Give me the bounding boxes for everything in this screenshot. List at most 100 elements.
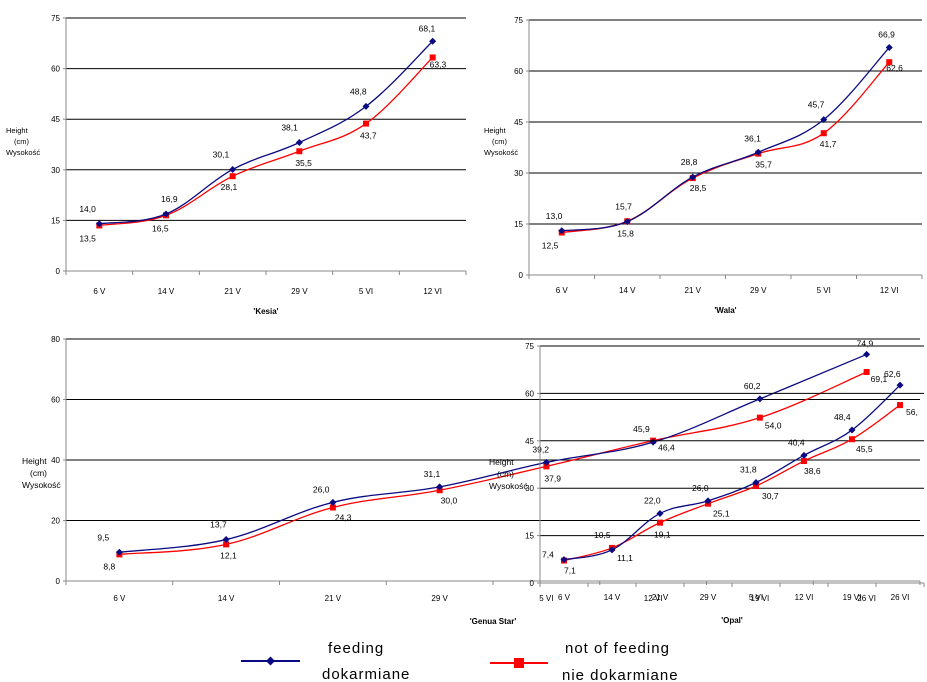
data-label-feeding: 7,4 xyxy=(542,550,554,560)
point-not-feeding xyxy=(296,148,303,155)
data-label-not-feeding: 37,9 xyxy=(544,473,561,483)
data-label-feeding: 31,8 xyxy=(740,465,757,475)
data-label-not-feeding: 41,7 xyxy=(820,139,837,149)
data-label-feeding: 14,0 xyxy=(79,204,96,214)
y-axis-label: Wysokość xyxy=(22,480,61,490)
data-label-feeding: 9,5 xyxy=(97,532,109,542)
y-axis-label: Wysokość xyxy=(489,481,528,491)
data-label-feeding: 36,1 xyxy=(744,133,761,143)
x-tick-label: 5 VI xyxy=(539,594,553,603)
data-label-not-feeding: 15,8 xyxy=(617,228,634,238)
y-tick-label: 0 xyxy=(519,271,524,280)
point-feeding xyxy=(623,218,631,226)
chart-title: 'Genua Star' xyxy=(470,617,517,626)
data-label-feeding: 66,9 xyxy=(878,30,895,40)
data-label-feeding: 48,4 xyxy=(834,412,851,422)
y-tick-label: 45 xyxy=(51,115,60,124)
chart-title: 'Opal' xyxy=(721,616,743,625)
y-axis-label: Height xyxy=(22,456,47,466)
point-not-feeding xyxy=(363,120,369,127)
x-tick-label: 29 V xyxy=(750,286,767,295)
y-axis-label: (cm) xyxy=(497,469,514,479)
point-feeding xyxy=(436,483,444,491)
point-feeding xyxy=(800,451,808,459)
x-tick-label: 21 V xyxy=(685,286,702,295)
x-tick-label: 26 VI xyxy=(891,593,910,602)
series-line-not-feeding xyxy=(99,57,434,227)
y-tick-label: 80 xyxy=(51,335,60,344)
data-label-not-feeding: 28,5 xyxy=(690,183,707,193)
data-label-not-feeding: 54,0 xyxy=(765,421,782,431)
point-not-feeding xyxy=(849,436,855,443)
data-label-not-feeding: 8,8 xyxy=(103,561,115,571)
data-label-not-feeding: 30,7 xyxy=(762,491,779,501)
point-feeding xyxy=(656,509,664,517)
point-feeding xyxy=(885,44,893,52)
data-label-feeding: 45,7 xyxy=(808,100,825,110)
y-tick-label: 40 xyxy=(51,456,60,465)
data-label-not-feeding: 7,1 xyxy=(564,566,576,576)
x-tick-label: 6 V xyxy=(113,594,126,603)
y-axis-label: Height xyxy=(484,126,507,135)
point-feeding xyxy=(542,458,550,466)
y-axis-label: (cm) xyxy=(492,137,507,146)
x-tick-label: 12 VI xyxy=(795,593,814,602)
data-label-not-feeding: 25,1 xyxy=(713,509,730,519)
point-feeding xyxy=(295,138,303,146)
point-feeding xyxy=(329,498,337,506)
point-not-feeding xyxy=(657,519,663,526)
charts-container: 0 15 30 45 60 75 6 V 14 V 21 V 29 V 5 VI 12 VI 'Kesi… xyxy=(6,14,925,626)
x-tick-label: 12 VI xyxy=(644,594,663,603)
data-label-not-feeding: 69,1 xyxy=(871,374,888,384)
x-tick-label: 21 V xyxy=(652,593,669,602)
y-tick-label: 15 xyxy=(525,532,534,541)
point-feeding xyxy=(848,426,856,434)
data-label-not-feeding: 38,6 xyxy=(804,466,821,476)
series-line-not-feeding xyxy=(561,61,890,234)
data-label-feeding: 26,0 xyxy=(313,484,330,494)
y-tick-label: 60 xyxy=(514,67,523,76)
series-line-feeding xyxy=(99,40,434,225)
data-label-feeding: 28,8 xyxy=(681,157,698,167)
y-tick-label: 60 xyxy=(51,65,60,74)
point-feeding xyxy=(162,210,170,218)
data-label-feeding: 68,1 xyxy=(419,23,436,33)
data-label-not-feeding: 46,4 xyxy=(658,443,675,453)
y-tick-label: 75 xyxy=(51,14,60,23)
point-feeding xyxy=(752,479,760,487)
data-label-feeding: 13,7 xyxy=(210,520,227,530)
series-line-feeding xyxy=(119,353,867,553)
point-feeding xyxy=(689,173,697,181)
data-label-feeding: 13,0 xyxy=(546,211,563,221)
point-not-feeding xyxy=(543,463,550,470)
x-tick-label: 6 V xyxy=(556,286,569,295)
point-not-feeding xyxy=(756,414,763,421)
chart-0: 0 15 30 45 60 75 6 V 14 V 21 V 29 V 5 VI 12 VI 'Kesi… xyxy=(6,14,467,316)
y-tick-label: 15 xyxy=(51,216,60,225)
x-tick-label: 6 V xyxy=(558,593,571,602)
legend-label-not-feeding-pl: nie dokarmiane xyxy=(562,667,679,682)
point-feeding xyxy=(863,350,871,358)
y-tick-label: 45 xyxy=(514,118,523,127)
y-tick-label: 0 xyxy=(530,579,535,588)
y-axis-label: Height xyxy=(6,126,29,135)
x-tick-label: 12 VI xyxy=(423,287,442,296)
x-tick-label: 5 VI xyxy=(749,593,763,602)
legend-label-feeding: feeding xyxy=(328,640,384,657)
legend-label-feeding-pl: dokarmiane xyxy=(322,666,410,682)
y-axis-label: Wysokość xyxy=(6,148,40,157)
series-line-not-feeding xyxy=(563,404,901,562)
data-label-not-feeding: 45,5 xyxy=(856,444,873,454)
data-label-not-feeding: 56, xyxy=(906,407,918,417)
data-label-feeding: 30,1 xyxy=(213,149,230,159)
x-tick-label: 5 VI xyxy=(359,287,373,296)
y-axis-label: (cm) xyxy=(14,137,29,146)
y-tick-label: 75 xyxy=(514,16,523,25)
chart-3: 0 15 30 45 60 75 6 V 14 V 21 V 29 V 5 VI 12 VI 19 VI… xyxy=(489,342,925,625)
x-tick-label: 14 V xyxy=(158,287,175,296)
y-tick-label: 30 xyxy=(514,169,523,178)
x-tick-label: 29 V xyxy=(431,594,448,603)
y-tick-label: 0 xyxy=(56,577,61,586)
point-feeding xyxy=(756,395,764,403)
legend-label-not-feeding: not of feeding xyxy=(565,640,670,657)
